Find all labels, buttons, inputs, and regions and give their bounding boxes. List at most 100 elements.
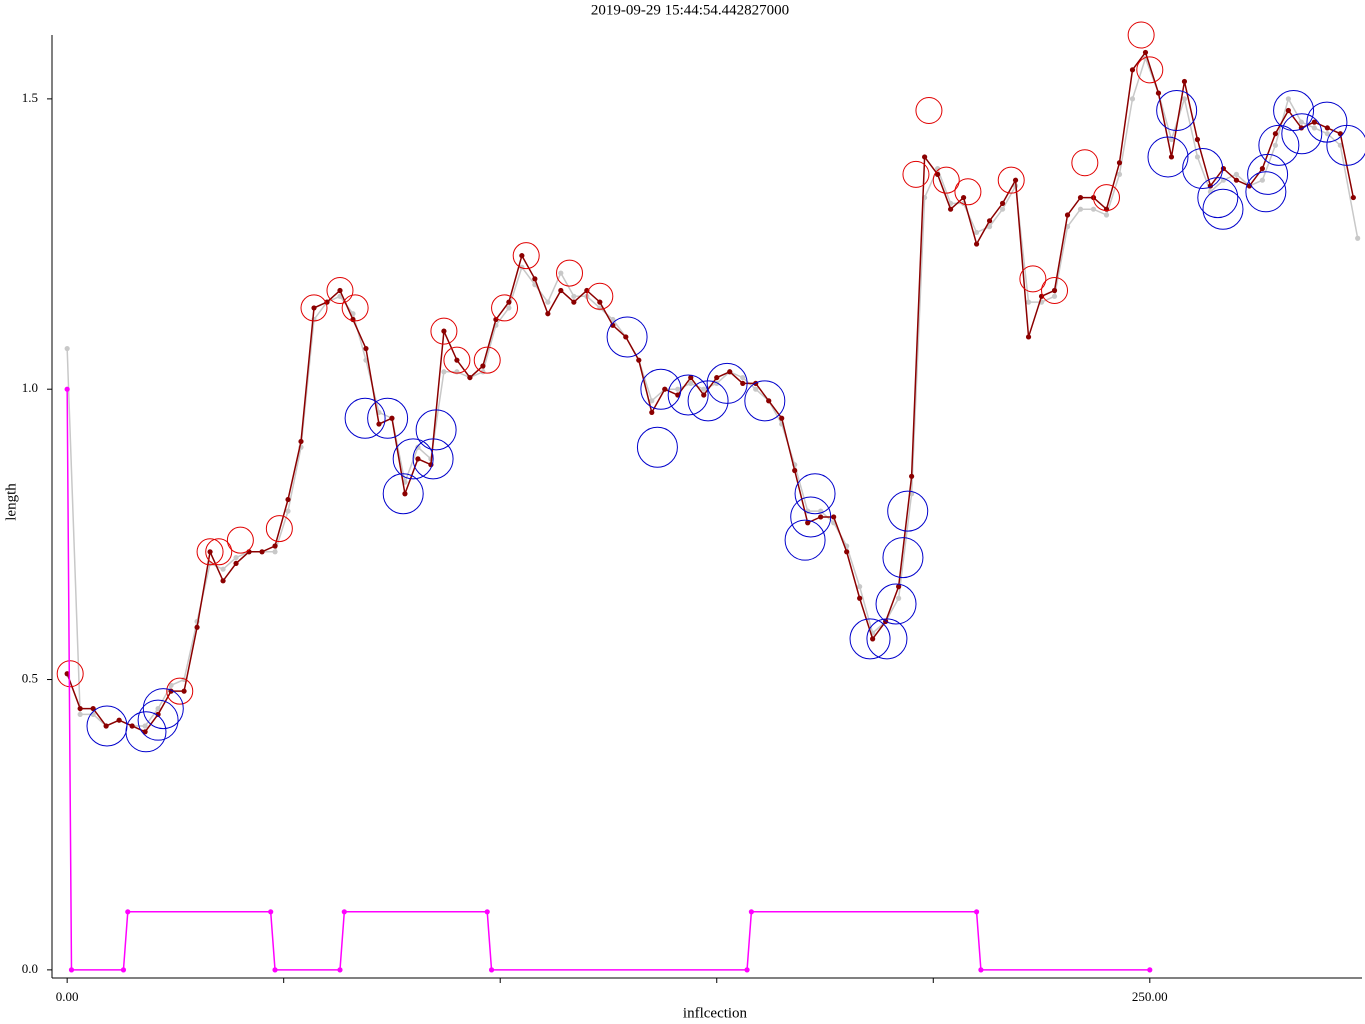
data-point: [986, 218, 993, 224]
data-point: [103, 723, 109, 729]
peak-marker: [1041, 276, 1069, 304]
data-point: [389, 415, 395, 421]
peak-marker: [1136, 56, 1164, 84]
data-point: [649, 398, 655, 404]
data-point: [415, 444, 421, 450]
trough-marker: [1281, 113, 1323, 155]
data-point: [714, 374, 720, 381]
trough-marker: [1326, 124, 1365, 166]
data-point: [1155, 90, 1162, 96]
trough-marker: [1245, 171, 1287, 213]
y-tick-label: 1.5: [22, 90, 38, 105]
data-point: [220, 578, 226, 584]
data-point: [545, 311, 551, 317]
data-point: [484, 909, 490, 915]
data-point: [545, 299, 551, 305]
data-point: [363, 345, 369, 352]
data-point: [597, 299, 603, 305]
data-point: [64, 345, 70, 352]
data-point: [1012, 177, 1019, 183]
data-point: [1038, 293, 1045, 299]
data-point: [818, 514, 824, 520]
data-point: [1181, 96, 1188, 102]
data-point: [753, 386, 759, 392]
data-point: [701, 386, 707, 392]
trough-marker: [367, 397, 409, 439]
peak-marker: [166, 677, 194, 705]
trough-marker: [636, 426, 678, 468]
data-point: [1168, 136, 1175, 143]
trough-marker: [1273, 89, 1315, 131]
data-point: [1220, 165, 1227, 172]
data-point: [207, 549, 213, 555]
data-point: [532, 276, 538, 282]
data-point: [1272, 131, 1278, 137]
data-point: [1324, 131, 1330, 137]
data-point: [285, 496, 291, 503]
y-tick-label: 0.5: [22, 671, 38, 686]
data-point: [978, 967, 984, 973]
series-line: [66, 50, 1355, 733]
trough-marker: [1202, 188, 1244, 230]
peak-marker: [954, 178, 982, 206]
trough-marker: [1182, 148, 1224, 190]
peak-marker: [1127, 21, 1155, 49]
data-point: [1311, 125, 1317, 131]
data-point: [77, 705, 83, 712]
peak-marker: [341, 294, 369, 322]
data-point: [649, 409, 655, 416]
data-point: [844, 549, 850, 555]
data-point: [233, 560, 239, 567]
data-point: [272, 549, 278, 555]
data-point: [1077, 206, 1084, 212]
data-point: [831, 514, 837, 520]
data-point: [1129, 96, 1136, 102]
data-point: [1311, 119, 1317, 125]
peak-marker: [556, 259, 584, 287]
data-point: [1025, 334, 1032, 340]
data-point: [623, 334, 629, 340]
trough-marker: [382, 473, 424, 515]
data-point: [402, 491, 408, 497]
data-point: [748, 909, 754, 915]
data-point: [973, 241, 980, 247]
y-tick-label: 1.0: [22, 380, 38, 395]
data-point: [519, 253, 525, 259]
x-tick-label: 250.00: [1132, 989, 1168, 1004]
peak-marker: [430, 317, 458, 345]
data-point: [480, 363, 486, 369]
data-point: [116, 717, 122, 723]
series-line: [66, 389, 1150, 971]
trough-marker: [1258, 124, 1300, 166]
x-axis-label: inflcection: [683, 1005, 748, 1021]
data-point: [337, 967, 343, 973]
trough-marker: [412, 438, 454, 480]
data-point: [727, 369, 733, 375]
data-point: [1051, 287, 1058, 294]
trough-marker: [392, 438, 434, 480]
data-point: [324, 299, 330, 305]
trough-marker: [794, 473, 836, 515]
data-point: [1285, 107, 1291, 114]
data-point: [298, 438, 304, 445]
data-point: [220, 566, 226, 572]
peak-marker: [196, 538, 224, 566]
trough-marker: [1147, 136, 1189, 178]
trough-marker: [784, 519, 826, 561]
data-point: [311, 305, 317, 311]
peak-marker: [932, 166, 960, 194]
data-point: [584, 287, 590, 294]
data-point: [558, 287, 564, 294]
data-point: [571, 299, 577, 305]
peak-marker: [586, 282, 614, 310]
data-point: [1051, 293, 1058, 299]
data-point: [1181, 78, 1188, 85]
data-point: [973, 229, 980, 236]
data-point: [129, 723, 135, 729]
data-point: [675, 392, 681, 398]
data-point: [1272, 142, 1278, 148]
data-point: [64, 671, 70, 677]
trough-marker: [137, 699, 179, 741]
peak-marker: [265, 515, 293, 543]
data-point: [922, 154, 928, 160]
